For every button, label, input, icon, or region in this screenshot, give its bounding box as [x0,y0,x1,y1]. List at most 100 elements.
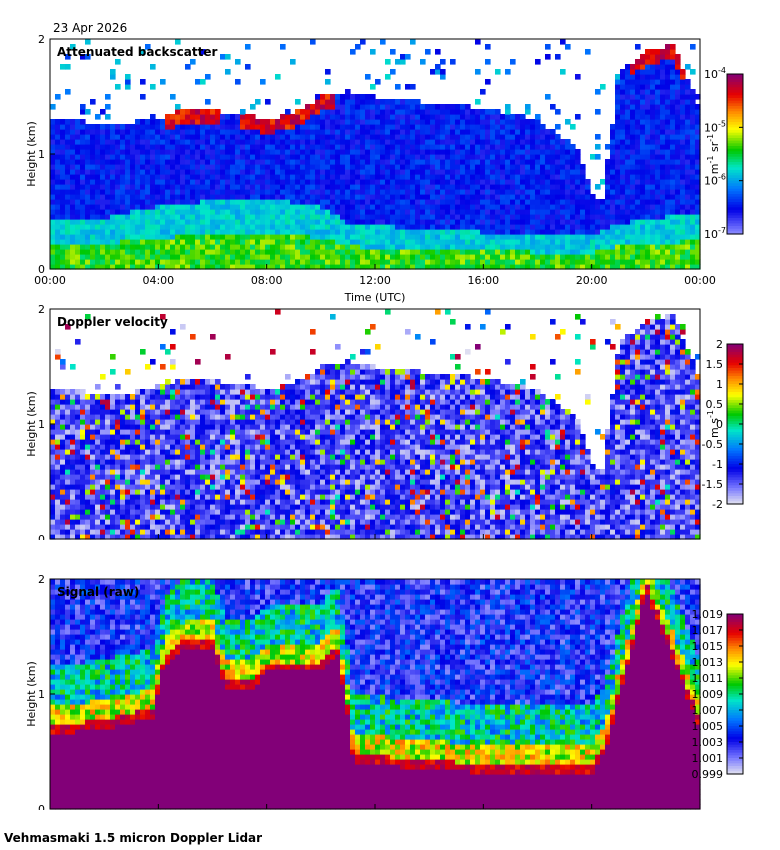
heatmap-cell [360,194,366,200]
heatmap-cell [385,234,391,240]
heatmap-cell [280,214,286,220]
heatmap-cell [245,234,251,240]
heatmap-cell [255,174,261,180]
heatmap-cell [660,84,666,90]
heatmap-cell [540,149,546,155]
heatmap-cell [495,164,501,170]
heatmap-cell [235,124,241,130]
heatmap-cell [630,224,636,230]
heatmap-cell [255,264,261,270]
heatmap-cell [365,254,371,260]
heatmap-cell [80,199,86,205]
heatmap-cell [215,254,221,260]
heatmap-cell [245,139,251,145]
heatmap-cell [55,514,61,520]
heatmap-cell [300,184,306,190]
heatmap-cell [675,169,681,175]
heatmap-cell [65,479,71,485]
heatmap-cell [625,94,631,100]
heatmap-cell [125,184,131,190]
heatmap-cell [515,189,521,195]
heatmap-cell [435,229,441,235]
heatmap-cell [405,119,411,125]
heatmap-cell [665,54,671,60]
heatmap-cell [195,134,201,140]
heatmap-cell [140,429,146,435]
heatmap-cell [630,174,636,180]
heatmap-cell [280,209,286,215]
heatmap-cell [145,529,151,535]
heatmap-cell [350,124,356,130]
heatmap-cell [355,154,361,160]
heatmap-cell [110,159,116,165]
heatmap-cell [80,264,86,270]
heatmap-cell [400,164,406,170]
heatmap-cell [675,64,681,70]
heatmap-cell [70,454,76,460]
heatmap-cell [135,134,141,140]
heatmap-cell [620,139,626,145]
heatmap-cell [335,99,341,105]
heatmap-cell [55,444,61,450]
heatmap-cell [385,204,391,210]
heatmap-cell [520,204,526,210]
heatmap-cell [340,199,346,205]
heatmap-cell [175,189,181,195]
heatmap-cell [490,109,496,115]
heatmap-cell [535,209,541,215]
heatmap-cell [200,229,206,235]
heatmap-cell [75,444,81,450]
heatmap-cell [140,409,146,415]
colorbar-segment [727,92,743,96]
heatmap-cell [50,229,56,235]
heatmap-cell [260,229,266,235]
heatmap-cell [130,499,136,505]
heatmap-cell [95,224,101,230]
heatmap-cell [555,259,561,265]
heatmap-cell [380,229,386,235]
heatmap-cell [55,414,61,420]
heatmap-cell [60,159,66,165]
heatmap-cell [120,454,126,460]
heatmap-cell [650,134,656,140]
heatmap-cell [495,184,501,190]
heatmap-cell [490,204,496,210]
heatmap-cell [50,184,56,190]
heatmap-cell [185,229,191,235]
heatmap-cell [70,424,76,430]
heatmap-cell [525,124,531,130]
heatmap-cell [110,354,116,360]
heatmap-cell [670,179,676,185]
heatmap-cell [85,424,91,430]
heatmap-cell [120,514,126,520]
heatmap-cell [285,194,291,200]
heatmap-cell [160,154,166,160]
heatmap-cell [115,524,121,530]
heatmap-cell [540,189,546,195]
heatmap-cell [180,249,186,255]
heatmap-cell [480,264,486,270]
heatmap-cell [610,124,616,130]
heatmap-cell [675,74,681,80]
heatmap-cell [105,164,111,170]
heatmap-cell [645,219,651,225]
heatmap-cell [75,204,81,210]
heatmap-cell [190,214,196,220]
heatmap-cell [100,484,106,490]
heatmap-cell [500,149,506,155]
heatmap-cell [510,59,516,65]
heatmap-cell [155,249,161,255]
heatmap-cell [675,179,681,185]
heatmap-cell [410,169,416,175]
colorbar-segment [727,140,743,144]
heatmap-cell [160,239,166,245]
heatmap-cell [70,154,76,160]
heatmap-cell [50,189,56,195]
heatmap-cell [145,514,151,520]
heatmap-cell [435,239,441,245]
heatmap-cell [110,74,116,80]
heatmap-cell [475,169,481,175]
heatmap-cell [620,249,626,255]
heatmap-cell [210,169,216,175]
heatmap-cell [105,124,111,130]
